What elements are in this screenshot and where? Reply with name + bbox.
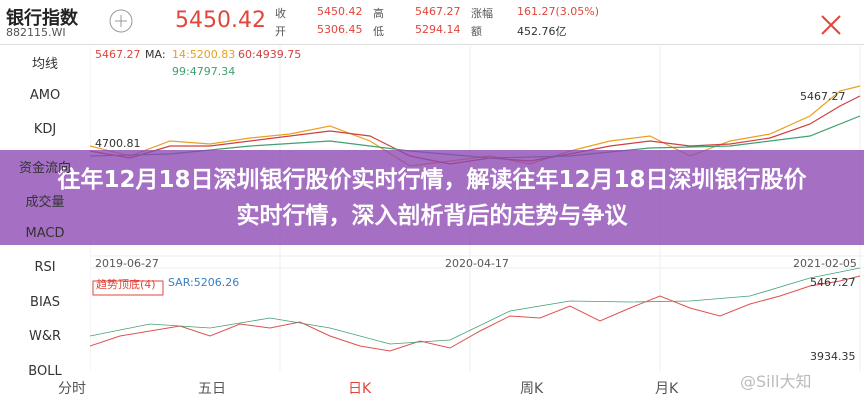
- menu-item[interactable]: BOLL: [28, 363, 62, 379]
- menu-item[interactable]: 均线: [31, 57, 58, 72]
- menu-item[interactable]: KDJ: [33, 122, 57, 137]
- close-button[interactable]: [818, 12, 844, 38]
- overlay: 往年12月18日深圳银行股价实时行情，解读往年12月18日深圳银行股价实时行情，…: [0, 150, 864, 245]
- menu-item[interactable]: W&R: [28, 329, 62, 344]
- add-button[interactable]: [108, 8, 134, 34]
- menu-item[interactable]: BIAS: [30, 294, 60, 310]
- watermark: @Sill大知: [740, 372, 812, 391]
- high-label: 5467.27: [95, 48, 141, 61]
- sar: SAR:5206.26: [168, 276, 240, 289]
- stat-label: 低: [373, 25, 384, 38]
- tab[interactable]: 周K: [520, 381, 544, 397]
- index-name: 银行指数: [6, 8, 78, 29]
- low-label: 4700.81: [95, 137, 141, 150]
- index-code: 882115.WI: [6, 26, 66, 39]
- ma99: 99:4797.34: [172, 65, 236, 78]
- menu-item[interactable]: MACD: [25, 225, 65, 241]
- ma14: 14:5200.83: [172, 48, 236, 61]
- ma60: 60:4939.75: [238, 48, 302, 61]
- stat-value: 5467.27: [415, 5, 461, 18]
- stat-label: 涨幅: [471, 7, 493, 20]
- tab[interactable]: 五日: [198, 381, 226, 397]
- indicator: 趋势顶底(4): [96, 278, 156, 291]
- stat-value: 5294.14: [415, 23, 461, 36]
- tab[interactable]: 分时: [58, 381, 86, 397]
- menu-item[interactable]: AMO: [29, 87, 61, 103]
- stat-value: 5450.42: [317, 5, 363, 18]
- stat-label: 收: [275, 7, 286, 20]
- date: 2021-02-05: [793, 257, 857, 270]
- lower-low: 3934.35: [810, 350, 856, 363]
- date: 2020-04-17: [445, 257, 509, 270]
- stat-label: 开: [275, 25, 286, 38]
- menu-item[interactable]: RSI: [34, 260, 56, 275]
- menu-item[interactable]: 成交量: [25, 195, 65, 210]
- stat-value: 5306.45: [317, 23, 363, 36]
- stat-value: 161.27(3.05%): [517, 5, 600, 18]
- stat-label: 额: [471, 25, 482, 38]
- menu-item[interactable]: 资金流向: [18, 160, 71, 176]
- lower-high: 5467.27: [810, 276, 856, 289]
- tab[interactable]: 月K: [655, 381, 679, 397]
- peak-label: 5467.27: [800, 90, 846, 103]
- ma-label: MA:: [145, 48, 166, 61]
- stat-label: 高: [373, 7, 384, 20]
- price: 5450.42: [175, 8, 266, 33]
- stat-value: 452.76亿: [517, 25, 567, 38]
- divider: [0, 44, 864, 45]
- date: 2019-06-27: [95, 257, 159, 270]
- chart-area: [90, 46, 864, 371]
- tab[interactable]: 日K: [348, 381, 372, 397]
- overlay-title: 往年12月18日深圳银行股价实时行情，解读往年12月18日深圳银行股价实时行情，…: [57, 166, 807, 229]
